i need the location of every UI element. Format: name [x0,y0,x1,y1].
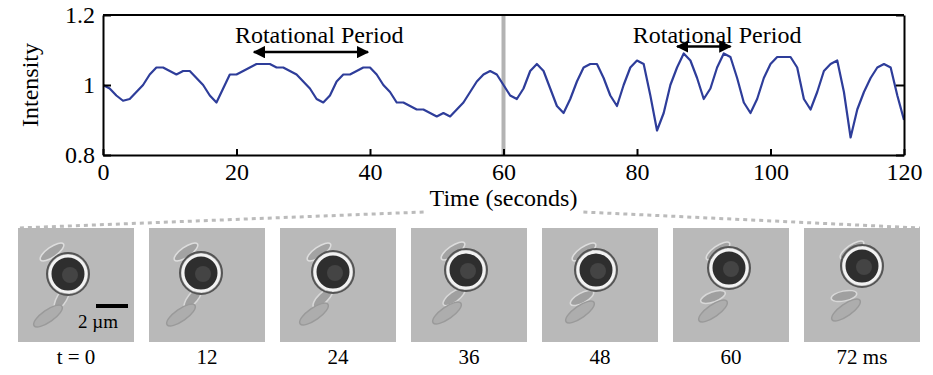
bead [844,248,880,284]
bead-ring [445,249,487,291]
bead [50,256,86,292]
image-frame: 2 µm [18,228,134,342]
y-axis: 0.8 1 1.2 [65,2,111,168]
bead-ring [575,249,617,291]
x-axis: 0 20 40 60 80 100 120 [98,149,923,185]
frame-background [673,228,789,342]
x-axis-title: Time (seconds) [430,185,578,211]
bead-core [195,266,211,282]
tick-label: 20 [225,159,249,185]
tick-mark [770,149,772,155]
tick-label: 40 [359,159,383,185]
tick: 120 [887,149,923,185]
tick-mark [637,149,639,155]
annotation: Rotational Period [633,22,802,48]
bacterium [31,301,66,330]
frame-background [542,228,658,342]
frame-background [149,228,265,342]
y-axis-right [896,16,905,156]
tick-mark [896,85,904,87]
image-frame [411,228,527,342]
bead-core [460,263,476,279]
bead [448,252,484,288]
scale-bar [96,304,128,308]
tick-label: 0.8 [65,142,95,168]
frame-label: 12 [197,345,218,369]
frame-label: 36 [459,345,480,369]
bead-ring [312,251,354,293]
bead [315,254,351,290]
annotation: Rotational Period [235,22,404,48]
bead-ring [180,252,222,294]
bacterium [297,299,332,328]
tick-mark [236,149,238,155]
scale-bar-label: 2 µm [78,311,118,332]
tick-label: 100 [753,159,789,185]
frame-label: 24 [328,345,350,369]
frame-label: t = 0 [57,345,96,369]
image-frame [804,228,920,342]
plot-area [103,54,904,138]
frame-background [280,228,396,342]
tick: 0 [98,149,110,185]
frame-label: 72 ms [837,345,888,369]
tick: 1 [83,72,111,98]
frame-label: 60 [721,345,742,369]
tick: 80 [626,149,650,185]
bacterium [430,298,465,327]
bacterium [164,300,199,329]
tick-mark [103,149,105,155]
zoom-guide [583,212,920,228]
image-frame [542,228,658,342]
bacterium [563,297,598,326]
tick: 60 [492,149,516,185]
bacterium [829,295,864,324]
frame-background [411,228,527,342]
tick-label: 80 [626,159,650,185]
bacterium [696,296,731,325]
tick-mark [503,149,505,155]
tick [896,85,904,86]
tick-label: 120 [887,159,923,185]
bead-ring [708,247,750,289]
data-line [103,54,904,138]
bead-core [62,267,78,283]
frame-background [18,228,134,342]
y-axis-title: Intensity [17,43,43,127]
image-frame [673,228,789,342]
tick: 20 [225,149,249,185]
bead-ring [47,253,89,295]
tick-mark [904,149,906,155]
tick: 40 [359,149,383,185]
bead-core [856,259,872,275]
tick-label: 60 [492,159,516,185]
image-frame [149,228,265,342]
bead [183,255,219,291]
figure: 0.8 1 1.2 0 20 40 60 80 100 120 Intensity Time (sec… [0,0,933,375]
frame [103,14,904,16]
bead [578,252,614,288]
image-frame [280,228,396,342]
bead-core [723,261,739,277]
frame-label: 48 [590,345,611,369]
frame-background [804,228,920,342]
annotation-arrow [254,51,368,54]
zoom-guide [18,212,424,228]
tick-label: 0 [98,159,110,185]
tick-mark [103,85,111,87]
bead-core [327,265,343,281]
tick-label: 1 [83,72,95,98]
bead-core [590,263,606,279]
bead-ring [841,245,883,287]
tick: 100 [753,149,789,185]
bead [711,250,747,286]
tick-label: 1.2 [65,2,95,28]
tick-mark [370,149,372,155]
